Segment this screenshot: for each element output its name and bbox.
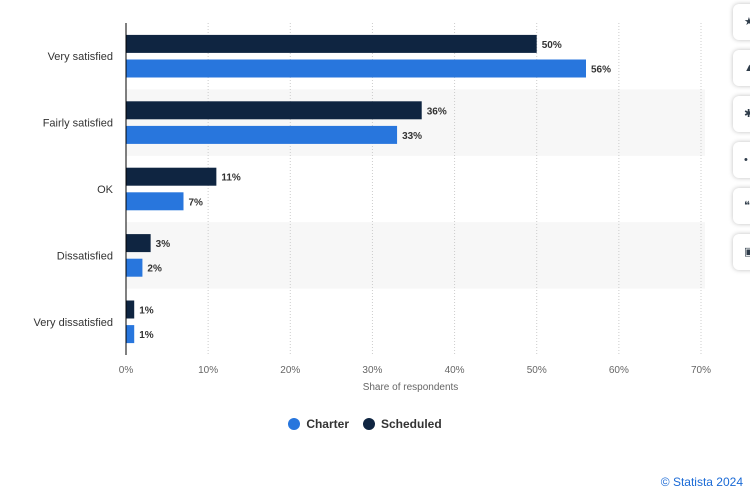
axis-layer: 0% 10% 20% 30% 40% 50% 60% 70% Share of responde…: [119, 23, 711, 393]
side-toolbar: ★ ▲ ✱ • ❝ ▣: [733, 4, 750, 280]
x-tick-label: 10%: [198, 365, 218, 376]
band-layer: [126, 89, 705, 289]
x-tick-label: 60%: [609, 365, 629, 376]
cite-button[interactable]: ❝: [733, 188, 750, 224]
settings-button[interactable]: ✱: [733, 96, 750, 132]
data-label-scheduled: 50%: [542, 40, 562, 51]
category-label: Very dissatisfied: [34, 317, 113, 329]
legend-label-scheduled: Scheduled: [381, 417, 442, 431]
notification-button[interactable]: ▲: [733, 50, 750, 86]
bar-charter[interactable]: [126, 325, 135, 344]
legend-dot-scheduled: [363, 418, 375, 430]
x-axis-title: Share of respondents: [363, 382, 459, 393]
gear-icon: ✱: [744, 108, 750, 120]
legend-item-scheduled[interactable]: Scheduled: [363, 417, 442, 431]
x-tick-label: 50%: [527, 365, 547, 376]
category-band: [126, 89, 705, 156]
category-label: Very satisfied: [48, 51, 113, 63]
legend-item-charter[interactable]: Charter: [288, 417, 349, 431]
statista-credit-link[interactable]: © Statista 2024: [660, 475, 743, 489]
label-layer: Very satisfied 50% 56% Fairly satisfied 36% 3…: [34, 40, 612, 341]
data-label-charter: 1%: [139, 330, 154, 341]
quote-icon: ❝: [744, 200, 750, 212]
legend-label-charter: Charter: [306, 417, 349, 431]
chart: Very satisfied 50% 56% Fairly satisfied 36% 3…: [34, 23, 711, 393]
bar-charter[interactable]: [126, 192, 184, 211]
bar-charter[interactable]: [126, 258, 143, 277]
bar-scheduled[interactable]: [126, 167, 217, 186]
bar-scheduled[interactable]: [126, 300, 135, 319]
favorite-button[interactable]: ★: [733, 4, 750, 40]
x-tick-label: 30%: [362, 365, 382, 376]
data-label-charter: 56%: [591, 65, 611, 76]
data-label-charter: 2%: [147, 264, 162, 275]
bar-scheduled[interactable]: [126, 234, 151, 253]
grid-layer: [207, 23, 702, 355]
x-tick-label: 40%: [445, 365, 465, 376]
bar-scheduled[interactable]: [126, 34, 537, 53]
bar-charter[interactable]: [126, 125, 398, 144]
bar-layer: [126, 34, 586, 344]
data-label-scheduled: 11%: [221, 173, 241, 184]
share-icon: •: [744, 154, 748, 166]
x-tick-label: 70%: [691, 365, 711, 376]
bell-icon: ▲: [744, 62, 750, 74]
print-button[interactable]: ▣: [733, 234, 750, 270]
x-tick-label: 0%: [119, 365, 134, 376]
data-label-charter: 33%: [402, 131, 422, 142]
data-label-scheduled: 1%: [139, 306, 154, 317]
category-label: Dissatisfied: [57, 250, 113, 262]
category-label: OK: [97, 184, 114, 196]
bar-scheduled[interactable]: [126, 101, 422, 120]
bar-charter[interactable]: [126, 59, 586, 78]
share-button[interactable]: •: [733, 142, 750, 178]
print-icon: ▣: [744, 246, 750, 258]
category-label: Fairly satisfied: [43, 118, 113, 130]
data-label-scheduled: 36%: [427, 106, 447, 117]
data-label-charter: 7%: [189, 197, 204, 208]
star-icon: ★: [744, 16, 750, 28]
legend-dot-charter: [288, 418, 301, 430]
x-tick-label: 20%: [280, 365, 300, 376]
data-label-scheduled: 3%: [156, 239, 171, 250]
legend: Charter Scheduled: [0, 417, 730, 431]
category-band: [126, 222, 705, 289]
